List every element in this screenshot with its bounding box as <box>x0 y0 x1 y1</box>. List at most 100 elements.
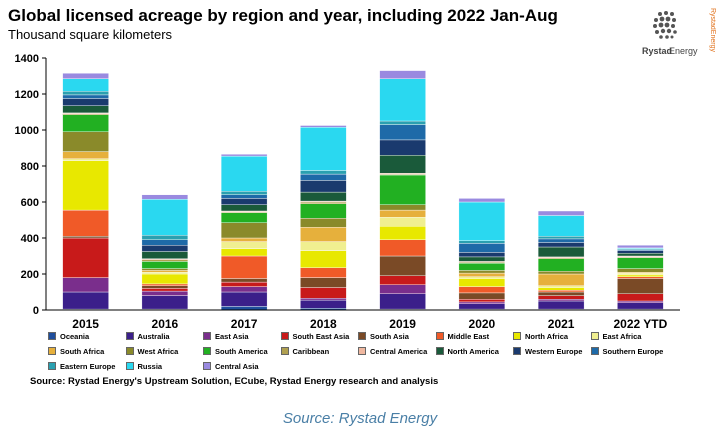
x-tick-label: 2019 <box>389 317 416 330</box>
bar-segment-russia <box>379 78 426 122</box>
bar-segment-west-africa <box>617 268 664 273</box>
x-tick-label: 2018 <box>310 317 337 330</box>
legend-item-south-asia: South Asia <box>358 328 409 344</box>
bar-segment-south-america <box>220 212 268 223</box>
x-tick-label: 2015 <box>72 317 99 330</box>
bar-segment-north-america <box>300 191 347 202</box>
bar-segment-central-asia <box>458 198 506 203</box>
y-tick-label: 600 <box>21 197 39 209</box>
y-tick-label: 400 <box>21 233 39 245</box>
bar-segment-north-africa <box>300 250 347 268</box>
x-axis: 2015 2016 2017 2018 2019 2020 2021 2022 YTD <box>46 309 680 330</box>
legend-item-west-africa: West Africa <box>125 343 179 359</box>
bar-segment-south-america <box>617 257 664 269</box>
bar-segment-east-asia <box>617 300 664 303</box>
legend-swatch <box>48 347 56 355</box>
bar-segment-north-america <box>617 253 664 257</box>
bar-segment-west-africa <box>141 268 189 271</box>
bar-segment-caribbean <box>141 259 189 262</box>
bar-segment-eastern-europe <box>220 190 268 195</box>
bar-segment-north-africa <box>220 248 268 257</box>
bar-segment-middle-east <box>300 267 347 278</box>
bar-segment-central-asia <box>300 125 347 128</box>
legend-swatch <box>590 332 599 340</box>
globe-dots-icon <box>653 11 677 39</box>
bar-segment-southern-europe <box>141 239 189 246</box>
bar-segment-south-america <box>62 114 109 132</box>
bar-stack-2016 <box>141 194 189 311</box>
x-tick-label: 2022 YTD <box>613 317 667 330</box>
legend-label: Central Asia <box>215 361 259 371</box>
legend-label: Eastern Europe <box>60 361 116 371</box>
legend-swatch <box>358 347 366 355</box>
bar-segment-eastern-europe <box>141 235 189 241</box>
bar-segment-north-america <box>379 154 426 174</box>
bar-segment-east-asia <box>300 298 347 301</box>
bar-segment-east-africa <box>379 217 426 227</box>
bar-segment-south-east-asia <box>458 299 506 303</box>
legend-label: Western Europe <box>525 346 583 356</box>
legend-swatch <box>513 332 521 340</box>
bar-segment-north-america <box>62 105 109 114</box>
legend-item-central-asia: Central Asia <box>203 358 259 374</box>
y-tick-label: 1000 <box>15 125 39 137</box>
bar-segment-west-africa <box>62 131 109 152</box>
legend-item-oceania: Oceania <box>48 328 89 344</box>
bar-segment-east-asia <box>379 284 426 294</box>
bar-segment-north-africa <box>537 287 585 291</box>
bar-segment-south-east-asia <box>300 287 347 299</box>
bar-segment-west-africa <box>220 222 268 239</box>
bar-segment-southern-europe <box>62 94 109 99</box>
legend-swatch <box>513 347 521 355</box>
bar-segment-south-america <box>300 203 347 219</box>
bar-segment-western-europe <box>220 198 268 205</box>
legend-label: Oceania <box>60 331 90 341</box>
bar-segment-east-africa <box>537 285 585 288</box>
bar-segment-north-africa <box>379 226 426 241</box>
bar-segment-south-america <box>458 263 506 271</box>
bar-stack-2015 <box>62 73 109 311</box>
y-tick-label: 200 <box>21 269 39 281</box>
legend-label: South East Asia <box>292 331 350 341</box>
x-tick-label: 2020 <box>469 317 496 330</box>
bar-segment-north-africa <box>458 278 506 287</box>
legend-label: Caribbean <box>292 346 330 356</box>
legend-swatch <box>125 362 134 370</box>
y-tick-label: 800 <box>21 161 39 173</box>
bar-segment-west-africa <box>537 271 585 275</box>
bar-segment-central-asia <box>220 154 268 157</box>
bar-segment-south-asia <box>220 278 268 283</box>
source-caption: Source: Rystad Energy <box>282 410 438 427</box>
bar-segment-west-africa <box>379 204 426 211</box>
logo-wordmark-2: Energy <box>669 46 698 56</box>
bar-segment-south-africa <box>379 209 426 218</box>
bar-segment-australia <box>62 291 109 310</box>
legend-item-caribbean: Caribbean <box>280 343 330 359</box>
bar-segment-western-europe <box>537 242 585 248</box>
bar-segment-eastern-europe <box>537 235 585 240</box>
bar-segment-south-east-asia <box>379 275 426 285</box>
legend-label: South America <box>215 346 268 356</box>
bar-stack-2021 <box>537 210 585 311</box>
legend-swatch <box>48 332 56 340</box>
bar-segment-east-asia <box>537 299 585 302</box>
bar-segment-eastern-europe <box>458 240 506 244</box>
bar-segment-australia <box>141 295 189 310</box>
bar-segment-north-america <box>141 251 189 259</box>
legend-swatch <box>203 362 211 370</box>
bar-segment-middle-east <box>379 239 426 257</box>
bar-segment-north-africa <box>617 274 664 277</box>
bar-segment-south-east-asia <box>220 281 268 287</box>
legend-swatch <box>435 332 444 340</box>
legend-item-middle-east: Middle East <box>435 328 489 344</box>
bar-segment-south-east-asia <box>617 293 664 302</box>
legend-label: South Asia <box>370 331 409 341</box>
legend-swatch <box>203 332 211 340</box>
bar-segment-australia <box>617 302 664 310</box>
bar-segment-central-asia <box>62 73 109 79</box>
legend-label: West Africa <box>137 346 179 356</box>
bar-segment-south-east-asia <box>62 237 109 278</box>
legend-label: East Asia <box>215 331 249 341</box>
bar-segment-caribbean <box>300 201 347 204</box>
bar-segment-middle-east <box>617 276 664 279</box>
